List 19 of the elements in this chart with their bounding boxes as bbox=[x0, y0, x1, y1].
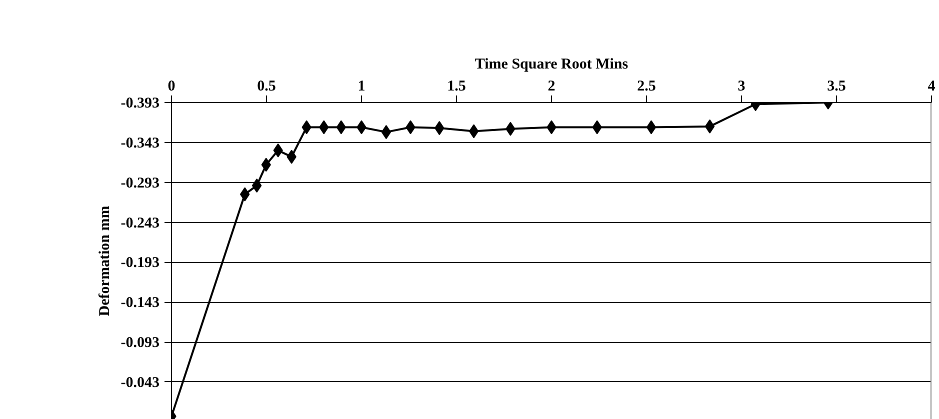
y-tick-label: -0.043 bbox=[120, 374, 160, 391]
y-tick-label: -0.343 bbox=[120, 135, 160, 152]
x-tick-label: 1 bbox=[358, 78, 366, 94]
y-axis-title: Deformation mm bbox=[96, 205, 113, 316]
x-tick-label: 0 bbox=[168, 78, 176, 94]
y-tick-label: -0.293 bbox=[120, 175, 160, 192]
x-axis-title: Time Square Root Mins bbox=[474, 56, 628, 72]
x-tick-label: 3.5 bbox=[827, 78, 846, 94]
x-tick-label: 0.5 bbox=[257, 78, 276, 94]
y-tick-label: -0.243 bbox=[120, 215, 160, 232]
y-tick-label: -0.393 bbox=[120, 96, 160, 112]
y-tick-label: -0.143 bbox=[120, 295, 160, 312]
x-tick-label: 4 bbox=[928, 78, 936, 94]
x-tick-label: 2.5 bbox=[637, 78, 656, 94]
x-tick-label: 2 bbox=[548, 78, 556, 94]
x-tick-label: 3 bbox=[738, 78, 746, 94]
y-tick-label: -0.193 bbox=[120, 255, 160, 272]
y-tick-label: -0.093 bbox=[120, 335, 160, 352]
x-tick-label: 1.5 bbox=[447, 78, 466, 94]
